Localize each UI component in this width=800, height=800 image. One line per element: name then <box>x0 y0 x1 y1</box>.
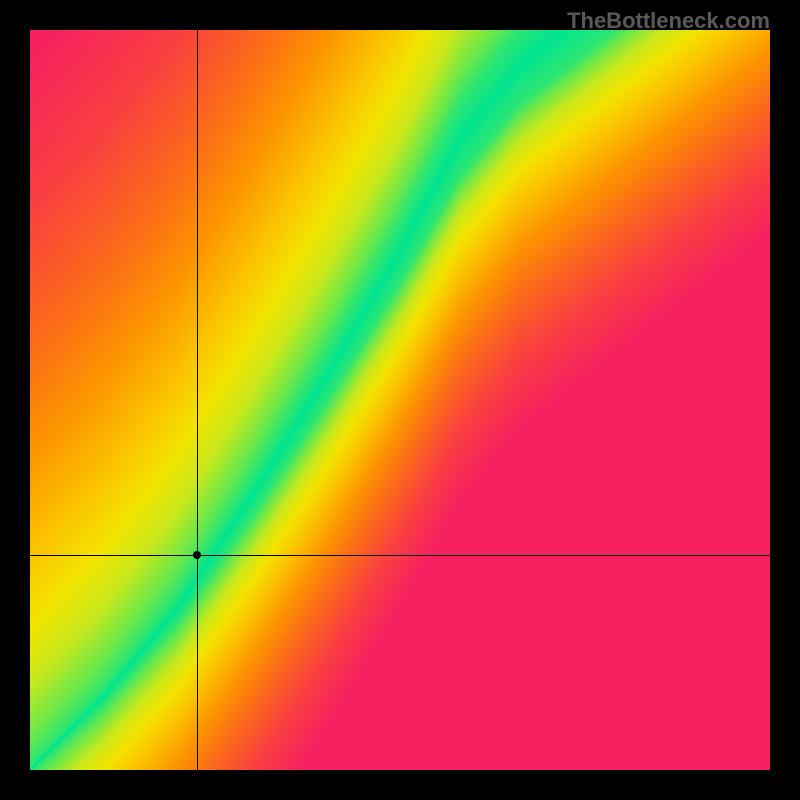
heatmap-plot <box>30 30 770 770</box>
watermark-text: TheBottleneck.com <box>567 8 770 34</box>
crosshair-horizontal <box>30 555 770 556</box>
crosshair-marker <box>193 551 201 559</box>
crosshair-vertical <box>197 30 198 770</box>
heatmap-canvas <box>30 30 770 770</box>
